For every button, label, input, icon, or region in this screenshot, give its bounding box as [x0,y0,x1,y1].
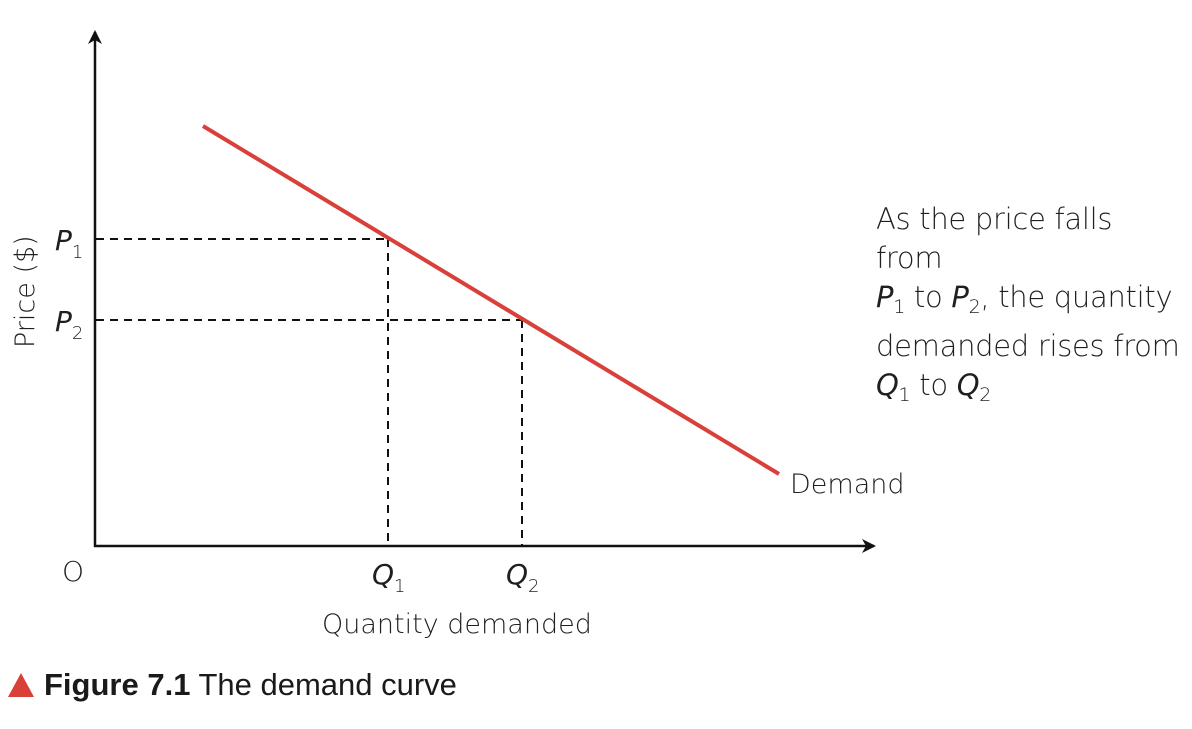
origin-label: O [62,555,84,588]
annotation-line-1: As the price falls from [876,202,1113,275]
triangle-marker-icon [8,673,34,697]
figure-caption: Figure 7.1 The demand curve [8,667,457,703]
annotation-text: As the price falls from P1 to P2, the qu… [876,200,1186,415]
figure-title: The demand curve [198,667,457,702]
demand-label: Demand [790,469,905,500]
p1-label: P1 [55,224,83,263]
y-axis-label: Price ($) [10,235,41,348]
annotation-line-4: Q1 to Q2 [876,368,992,406]
p2-label: P2 [55,305,83,344]
x-axis-label: Quantity demanded [322,609,592,640]
annotation-line-2: P1 to P2, the quantity [876,280,1173,318]
annotation-line-3: demanded rises from [876,329,1180,363]
figure-number: Figure 7.1 [44,667,191,702]
q1-label: Q1 [372,558,406,597]
demand-curve [201,124,781,476]
q2-label: Q2 [506,558,540,597]
